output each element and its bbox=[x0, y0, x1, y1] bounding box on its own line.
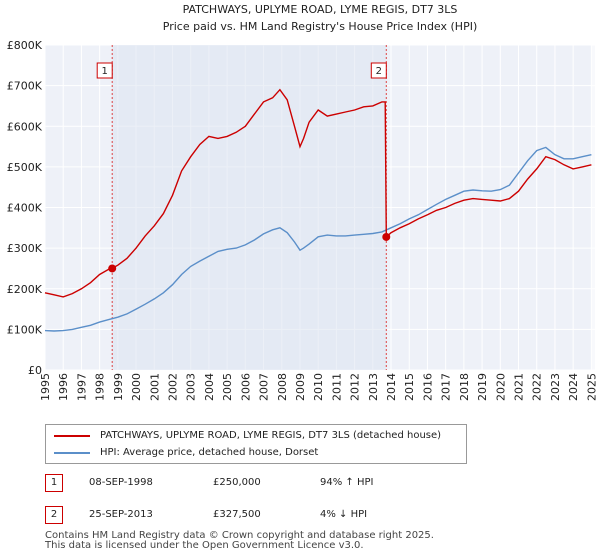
sale-label-text: 2 bbox=[376, 66, 382, 77]
y-tick-label: £100K bbox=[7, 323, 43, 336]
y-tick-label: £300K bbox=[7, 242, 43, 255]
x-tick-label: 2013 bbox=[367, 373, 380, 401]
x-tick-label: 1998 bbox=[94, 373, 107, 401]
series-line-property bbox=[44, 88, 592, 298]
x-tick-label: 2019 bbox=[476, 373, 489, 401]
price-chart: PATCHWAYS, UPLYME ROAD, LYME REGIS, DT7 … bbox=[7, 3, 599, 401]
x-tick-label: 2002 bbox=[166, 373, 179, 401]
chart-title: PATCHWAYS, UPLYME ROAD, LYME REGIS, DT7 … bbox=[183, 3, 458, 16]
y-tick-label: £700K bbox=[7, 80, 43, 93]
x-tick-label: 2025 bbox=[585, 373, 598, 401]
x-tick-label: 1996 bbox=[57, 373, 70, 401]
transaction-price: £250,000 bbox=[213, 477, 261, 488]
series-line-hpi bbox=[44, 146, 592, 332]
chart-legend: PATCHWAYS, UPLYME ROAD, LYME REGIS, DT7 … bbox=[45, 424, 467, 464]
x-axis-ticks: 1995 1996 1997 1998 1999 2000 2001 2002 2003 2004… bbox=[39, 373, 598, 401]
x-tick-label: 1995 bbox=[39, 373, 52, 401]
transaction-row: 1 08-SEP-1998 £250,000 94% ↑ HPI bbox=[45, 474, 595, 494]
x-tick-label: 2000 bbox=[130, 373, 143, 401]
sale-label-text: 1 bbox=[102, 66, 108, 77]
series-layer bbox=[44, 88, 592, 332]
transaction-price: £327,500 bbox=[213, 509, 261, 520]
x-tick-label: 2020 bbox=[494, 373, 507, 401]
forecast-band bbox=[591, 45, 595, 370]
x-tick-label: 2008 bbox=[276, 373, 289, 401]
y-tick-label: £500K bbox=[7, 161, 43, 174]
x-tick-label: 2012 bbox=[349, 373, 362, 401]
x-tick-label: 2009 bbox=[294, 373, 307, 401]
y-tick-label: £400K bbox=[7, 202, 43, 215]
y-tick-label: £0 bbox=[28, 364, 42, 377]
ownership-period-band bbox=[112, 45, 387, 370]
footer-line-copyright: Contains HM Land Registry data © Crown c… bbox=[45, 530, 434, 541]
transaction-hpi-diff: 4% ↓ HPI bbox=[320, 509, 368, 520]
x-tick-label: 2018 bbox=[458, 373, 471, 401]
chart-subtitle: Price paid vs. HM Land Registry's House … bbox=[163, 20, 478, 33]
x-tick-label: 2004 bbox=[203, 373, 216, 401]
x-tick-label: 2005 bbox=[221, 373, 234, 401]
x-tick-label: 2010 bbox=[312, 373, 325, 401]
x-tick-label: 2021 bbox=[513, 373, 526, 401]
y-tick-label: £200K bbox=[7, 283, 43, 296]
y-tick-label: £600K bbox=[7, 120, 43, 133]
sale-label-box bbox=[370, 62, 387, 79]
transaction-date: 08-SEP-1998 bbox=[89, 477, 153, 488]
legend-swatch-hpi bbox=[54, 452, 90, 454]
transaction-badge: 2 bbox=[45, 506, 63, 524]
x-tick-label: 2001 bbox=[148, 373, 161, 401]
transaction-hpi-diff: 94% ↑ HPI bbox=[320, 477, 374, 488]
footer-line-licence: This data is licensed under the Open Gov… bbox=[45, 540, 364, 551]
sale-label-box bbox=[96, 62, 113, 79]
x-tick-label: 2011 bbox=[330, 373, 343, 401]
x-tick-label: 2016 bbox=[421, 373, 434, 401]
y-axis-ticks: £0 £100K £200K £300K £400K £500K £600K £700K £80… bbox=[7, 39, 43, 377]
x-tick-label: 2003 bbox=[185, 373, 198, 401]
x-tick-label: 1997 bbox=[75, 373, 88, 401]
y-tick-label: £800K bbox=[7, 39, 43, 52]
legend-label-hpi: HPI: Average price, detached house, Dors… bbox=[100, 447, 319, 458]
transaction-date: 25-SEP-2013 bbox=[89, 509, 153, 520]
x-tick-label: 2023 bbox=[549, 373, 562, 401]
x-tick-label: 2022 bbox=[531, 373, 544, 401]
x-tick-label: 1999 bbox=[112, 373, 125, 401]
legend-label-property: PATCHWAYS, UPLYME ROAD, LYME REGIS, DT7 … bbox=[100, 430, 442, 441]
x-tick-label: 2006 bbox=[239, 373, 252, 401]
transaction-badge: 1 bbox=[45, 474, 63, 492]
footer: Contains HM Land Registry data © Crown c… bbox=[45, 531, 434, 551]
x-tick-label: 2014 bbox=[385, 373, 398, 401]
transaction-row: 2 25-SEP-2013 £327,500 4% ↓ HPI bbox=[45, 506, 595, 526]
x-tick-label: 2024 bbox=[567, 373, 580, 401]
x-tick-label: 2015 bbox=[403, 373, 416, 401]
legend-swatch-property bbox=[54, 435, 90, 437]
x-tick-label: 2007 bbox=[258, 373, 271, 401]
ownership-shading bbox=[111, 45, 595, 370]
x-tick-label: 2017 bbox=[440, 373, 453, 401]
sale-point bbox=[382, 232, 391, 241]
sale-point bbox=[108, 264, 117, 273]
